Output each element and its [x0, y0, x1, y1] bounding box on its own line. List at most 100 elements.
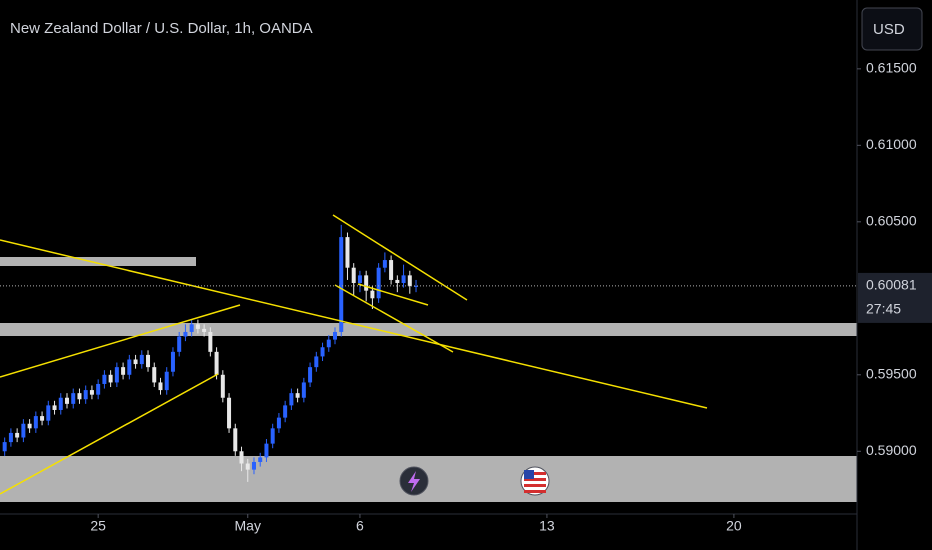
candle-body	[382, 260, 387, 268]
candle-body	[245, 463, 250, 470]
candle-body	[339, 237, 344, 332]
y-tick-label: 0.59000	[866, 442, 917, 458]
candle-body	[333, 331, 338, 340]
candle-body	[46, 405, 51, 421]
candle-body	[407, 275, 412, 287]
candle-body	[227, 397, 232, 429]
y-tick-label: 0.60500	[866, 213, 917, 229]
candle-body	[376, 267, 381, 299]
icon-bolt	[408, 471, 420, 492]
candles	[2, 224, 419, 482]
countdown-label: 27:45	[866, 301, 901, 317]
flag-stripe	[524, 478, 546, 481]
candle-body	[52, 405, 57, 410]
candle-body	[270, 428, 275, 444]
candle-body	[220, 374, 225, 398]
flag-stripe	[524, 490, 546, 493]
trend-line	[357, 283, 429, 306]
candle-body	[177, 336, 182, 352]
y-tick-label: 0.61000	[866, 136, 917, 152]
zone	[0, 257, 196, 266]
candle-body	[170, 351, 175, 372]
candle-body	[27, 423, 32, 429]
candle-body	[345, 237, 350, 268]
candle-body	[114, 367, 119, 383]
candle-body	[289, 393, 294, 406]
event-icon[interactable]	[520, 466, 550, 496]
candle-body	[189, 324, 194, 332]
candle-body	[370, 290, 375, 299]
x-tick-label: 25	[90, 518, 106, 534]
candle-body	[58, 397, 63, 410]
candle-body	[164, 371, 169, 391]
candle-body	[102, 374, 107, 384]
candle-body	[208, 331, 213, 352]
candle-body	[295, 393, 300, 398]
candle-body	[195, 324, 200, 329]
candle-body	[283, 405, 288, 418]
x-tick-label: 13	[539, 518, 555, 534]
trend-line	[334, 284, 454, 353]
candle-body	[183, 331, 188, 337]
candle-body	[8, 432, 13, 443]
last-price-tag	[858, 272, 932, 323]
candle-body	[139, 354, 144, 365]
candle-body	[314, 356, 319, 368]
trend-line	[0, 373, 219, 495]
candle-body	[65, 397, 70, 404]
candle-body	[21, 423, 26, 438]
candle-body	[401, 275, 406, 284]
candle-body	[152, 367, 157, 383]
candle-body	[389, 260, 394, 280]
candle-body	[77, 393, 82, 400]
flag-stripe	[524, 484, 546, 487]
y-tick-label: 0.61500	[866, 60, 917, 76]
candle-body	[351, 267, 356, 284]
candle-body	[239, 451, 244, 464]
flag-stripe	[524, 472, 546, 475]
candle-body	[108, 374, 113, 383]
candle-body	[121, 367, 126, 375]
chart-title: New Zealand Dollar / U.S. Dollar, 1h, OA…	[10, 20, 313, 37]
candle-body	[127, 359, 132, 375]
candle-body	[251, 461, 256, 470]
candle-body	[233, 428, 238, 452]
x-tick-label: 6	[356, 518, 364, 534]
candle-body	[146, 354, 151, 368]
candle-body	[364, 275, 369, 291]
candle-body	[308, 367, 313, 383]
candle-body	[264, 443, 269, 458]
trend-line	[0, 239, 708, 409]
candle-body	[326, 339, 331, 348]
flag-canton	[524, 470, 534, 479]
candle-body	[71, 393, 76, 404]
candle-body	[395, 279, 400, 284]
zone	[0, 323, 857, 336]
zone	[0, 456, 857, 502]
candle-body	[133, 359, 138, 365]
x-tick-label: May	[235, 518, 261, 534]
candle-body	[40, 416, 45, 421]
trend-line	[0, 304, 241, 378]
candle-body	[33, 416, 38, 429]
currency-button[interactable]	[861, 7, 923, 51]
candle-body	[83, 390, 88, 400]
candle-body	[15, 432, 20, 438]
candle-body	[214, 351, 219, 375]
last-price-label: 0.60081	[866, 277, 917, 293]
candle-body	[2, 442, 7, 452]
currency-label: USD	[873, 21, 905, 38]
y-tick-label: 0.59500	[866, 365, 917, 381]
candle-body	[276, 417, 281, 429]
candle-body	[414, 285, 419, 287]
candle-body	[202, 328, 207, 332]
candle-body	[357, 275, 362, 284]
x-tick-label: 20	[726, 518, 742, 534]
candle-body	[258, 457, 263, 462]
candle-body	[89, 390, 94, 395]
candle-body	[158, 382, 163, 391]
event-icon[interactable]	[399, 466, 429, 496]
candle-body	[320, 347, 325, 357]
